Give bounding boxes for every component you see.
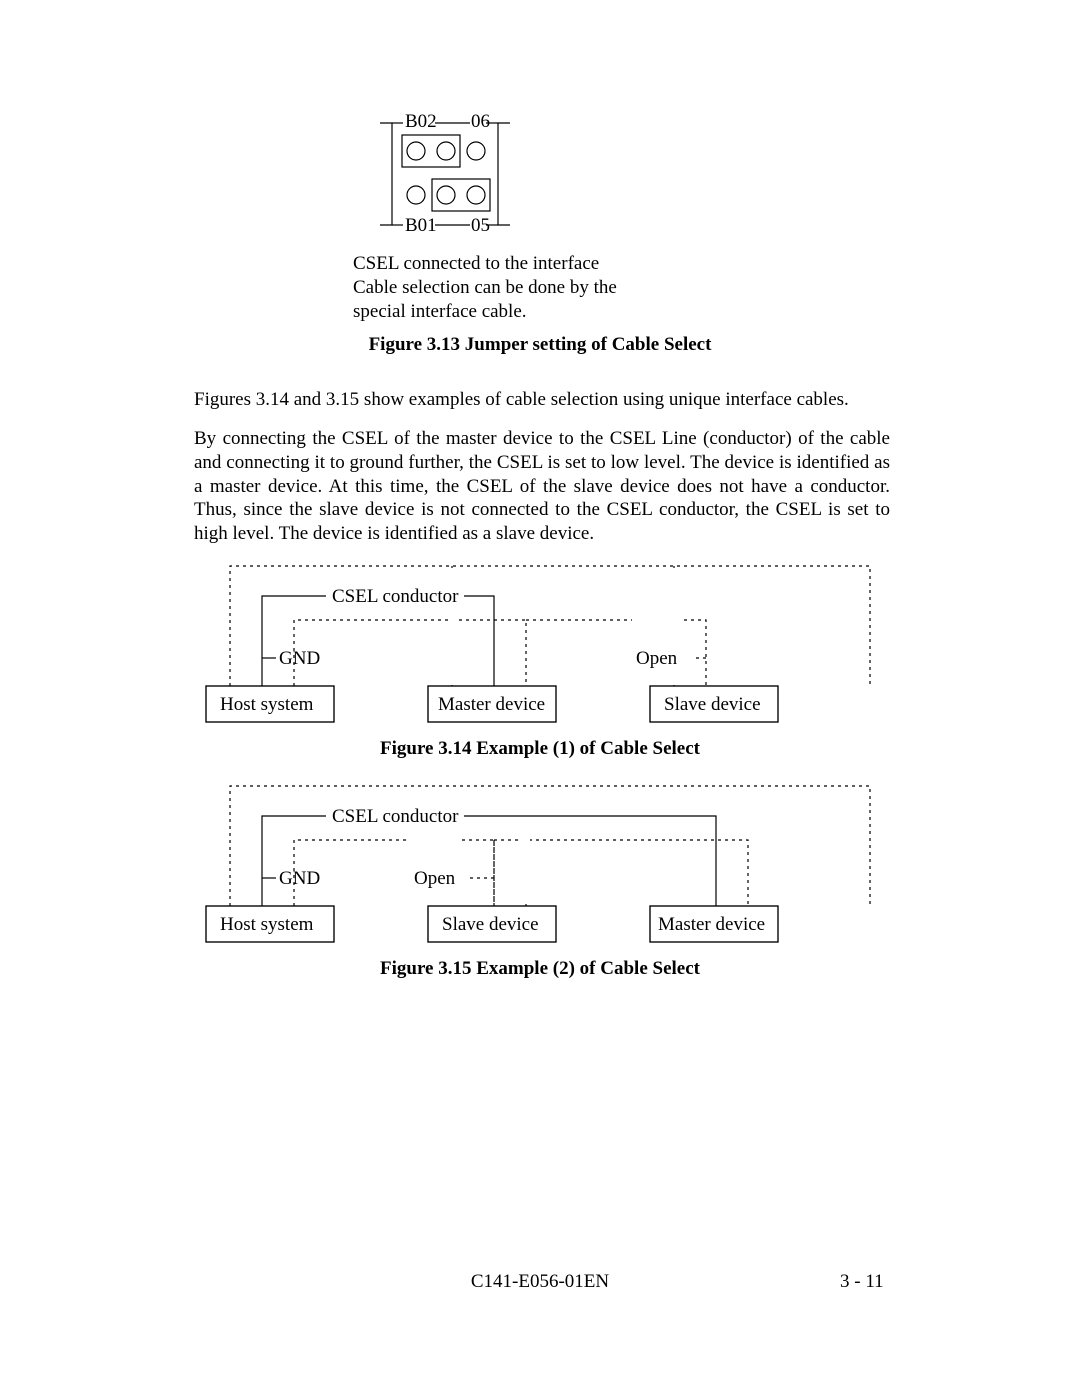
jumper-label-b02: B02 bbox=[405, 111, 437, 132]
jumper-note-line2: Cable selection can be done by the bbox=[353, 277, 617, 298]
jumper-note: CSEL connected to the interface Cable se… bbox=[353, 252, 693, 323]
fig14-open-label: Open bbox=[636, 648, 678, 669]
fig14-gnd-label: GND bbox=[279, 648, 320, 669]
fig14-box3: Slave device bbox=[664, 694, 761, 715]
footer-page-number: 3 - 11 bbox=[840, 1270, 884, 1294]
figure-3-13-caption: Figure 3.13 Jumper setting of Cable Sele… bbox=[0, 334, 1080, 356]
figure-3-14-caption: Figure 3.14 Example (1) of Cable Select bbox=[0, 738, 1080, 760]
figure-3-15-caption: Figure 3.15 Example (2) of Cable Select bbox=[0, 958, 1080, 980]
fig14-box2: Master device bbox=[438, 694, 545, 715]
jumper-note-line3: special interface cable. bbox=[353, 301, 527, 322]
figure-3-15-diagram: CSEL conductor GND Open Host system Slav… bbox=[194, 778, 890, 948]
jumper-label-06: 06 bbox=[471, 111, 490, 132]
fig15-box1: Host system bbox=[220, 914, 314, 935]
fig15-csel-label: CSEL conductor bbox=[332, 806, 459, 827]
jumper-label-b01: B01 bbox=[405, 215, 437, 236]
fig14-box1: Host system bbox=[220, 694, 314, 715]
footer-doc-id: C141-E056-01EN bbox=[0, 1270, 1080, 1294]
paragraph-1: Figures 3.14 and 3.15 show examples of c… bbox=[194, 388, 890, 412]
fig15-box3: Master device bbox=[658, 914, 765, 935]
jumper-note-line1: CSEL connected to the interface bbox=[353, 253, 599, 274]
fig14-csel-label: CSEL conductor bbox=[332, 586, 459, 607]
page: B02 06 B01 05 CSEL connected to the inte… bbox=[0, 0, 1080, 1397]
fig15-box2: Slave device bbox=[442, 914, 539, 935]
jumper-diagram: B02 06 B01 05 bbox=[370, 105, 580, 245]
jumper-label-05: 05 bbox=[471, 215, 490, 236]
figure-3-14-diagram: CSEL conductor GND Open Host system Mast… bbox=[194, 558, 890, 728]
paragraph-2: By connecting the CSEL of the master dev… bbox=[194, 427, 890, 546]
fig15-gnd-label: GND bbox=[279, 868, 320, 889]
fig15-open-label: Open bbox=[414, 868, 456, 889]
